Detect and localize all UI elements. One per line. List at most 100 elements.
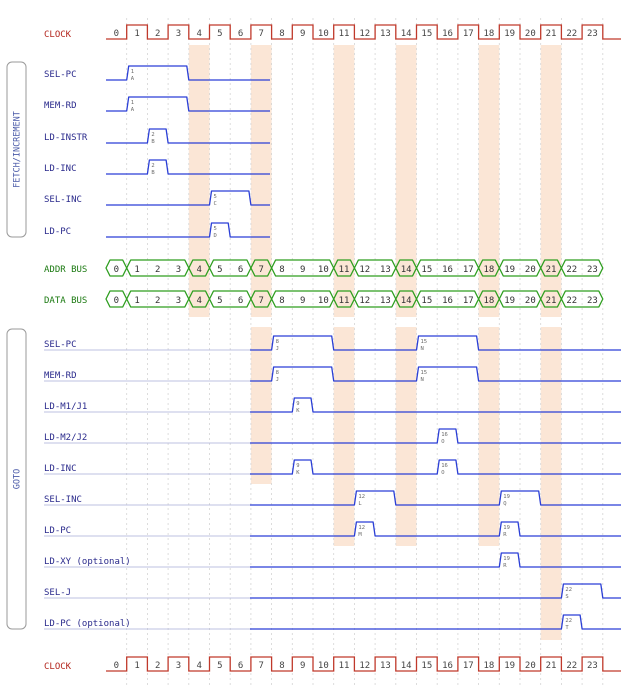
signal-label: LD-INC xyxy=(44,464,77,474)
bus-segment xyxy=(560,290,604,308)
clock-tick-label: 8 xyxy=(279,661,284,671)
bus-cycle-label: 15 xyxy=(421,265,432,275)
bus-cycle-label: 16 xyxy=(442,296,453,306)
signal-waveform xyxy=(106,159,270,175)
clock-tick-label: 12 xyxy=(359,661,370,671)
bus-cycle-label: 5 xyxy=(217,296,222,306)
signal-row: SEL-J 22S xyxy=(44,583,621,600)
pulse-code-annotation: J xyxy=(276,377,279,383)
signal-waveform xyxy=(106,190,270,206)
clock-row-top: CLOCK 0 1 2 3 4 5 6 7 8 9 10 11 12 13 14 15 16 17 18 19 20 21 2… xyxy=(44,24,621,40)
clock-tick-label: 15 xyxy=(421,661,432,671)
bus-cycle-label: 8 xyxy=(279,265,284,275)
clock-tick-label: 18 xyxy=(484,661,495,671)
pulse-code-annotation: B xyxy=(151,139,155,145)
signal-row: LD-PC 12M 19R xyxy=(44,521,621,538)
signal-row: LD-PC (optional) 22T xyxy=(44,614,621,631)
clock-tick-label: 22 xyxy=(566,29,577,39)
clock-row-bottom: CLOCK 0 1 2 3 4 5 6 7 8 9 10 11 12 13 14 15 16 17 18 19 20 21 2… xyxy=(44,656,621,672)
bus-cycle-label: 19 xyxy=(504,296,515,306)
highlight-column xyxy=(478,327,500,546)
bus-cycle-label: 11 xyxy=(339,296,350,306)
signal-label: SEL-J xyxy=(44,588,71,598)
bus-label: ADDR BUS xyxy=(44,265,87,275)
signal-label: LD-PC xyxy=(44,526,71,536)
clock-tick-label: 11 xyxy=(339,29,350,39)
clock-tick-label: 3 xyxy=(176,661,181,671)
clock-tick-label: 6 xyxy=(238,29,243,39)
bus-label: DATA BUS xyxy=(44,296,87,306)
pulse-step-annotation: 2 xyxy=(151,132,154,138)
bus-cycle-label: 20 xyxy=(525,265,536,275)
signal-label: SEL-PC xyxy=(44,70,77,80)
signal-waveform xyxy=(106,96,270,112)
pulse-step-annotation: 5 xyxy=(214,226,217,232)
bus-cycle-label: 19 xyxy=(504,265,515,275)
signal-row: LD-INC 2B xyxy=(44,159,270,176)
highlight-column xyxy=(188,45,210,317)
bus-cycle-label: 1 xyxy=(134,265,139,275)
signal-label: SEL-INC xyxy=(44,495,82,505)
highlight-column xyxy=(540,45,562,317)
bus-cycle-label: 23 xyxy=(587,296,598,306)
clock-tick-label: 3 xyxy=(176,29,181,39)
bus-cycle-label: 1 xyxy=(134,296,139,306)
pulse-step-annotation: 19 xyxy=(503,525,510,531)
pulse-code-annotation: A xyxy=(131,76,135,82)
signal-waveform xyxy=(106,222,270,238)
pulse-code-annotation: L xyxy=(358,501,362,507)
clock-tick-label: 1 xyxy=(134,29,139,39)
clock-tick-label: 12 xyxy=(359,29,370,39)
clock-tick-label: 13 xyxy=(380,661,391,671)
clock-tick-label: 14 xyxy=(401,661,412,671)
pulse-code-annotation: O xyxy=(441,439,444,445)
clock-tick-label: 4 xyxy=(196,661,201,671)
pulse-step-annotation: 22 xyxy=(565,587,572,593)
signal-waveform xyxy=(250,428,621,444)
signal-waveform xyxy=(250,583,621,599)
pulse-code-annotation: N xyxy=(421,346,424,352)
pulse-step-annotation: 12 xyxy=(358,525,365,531)
bus-cycle-label: 3 xyxy=(176,265,181,275)
clock-rows: CLOCK 0 1 2 3 4 5 6 7 8 9 10 11 12 13 14 15 16 17 18 19 20 21 2… xyxy=(44,24,621,672)
pulse-code-annotation: J xyxy=(276,346,279,352)
bus-cycle-label: 12 xyxy=(359,296,370,306)
bus-cycle-label: 7 xyxy=(259,265,264,275)
bus-cycle-label: 14 xyxy=(401,296,412,306)
bus-cycle-label: 22 xyxy=(566,265,577,275)
signal-label: LD-INSTR xyxy=(44,133,88,143)
clock-tick-label: 20 xyxy=(525,29,536,39)
clock-waveform xyxy=(106,656,621,672)
group-label: FETCH/INCREMENT xyxy=(13,111,23,188)
signal-row: LD-INSTR 2B xyxy=(44,128,270,145)
bus-segment xyxy=(560,259,604,277)
highlight-column xyxy=(250,45,272,317)
clock-tick-label: 0 xyxy=(114,29,119,39)
clock-tick-label: 20 xyxy=(525,661,536,671)
bus-cycle-label: 18 xyxy=(484,296,495,306)
clock-tick-label: 16 xyxy=(442,661,453,671)
bus-cycle-label: 23 xyxy=(587,265,598,275)
clock-tick-label: 0 xyxy=(114,661,119,671)
bus-cycle-label: 12 xyxy=(359,265,370,275)
clock-waveform xyxy=(106,24,621,40)
clock-tick-label: 16 xyxy=(442,29,453,39)
signal-row: MEM-RD 1A xyxy=(44,96,270,113)
pulse-step-annotation: 16 xyxy=(441,463,448,469)
pulse-code-annotation: K xyxy=(296,408,300,414)
signal-label: LD-PC xyxy=(44,227,71,237)
clock-tick-label: 10 xyxy=(318,661,329,671)
signal-label: LD-PC (optional) xyxy=(44,619,131,629)
bus-cycle-label: 3 xyxy=(176,296,181,306)
highlight-column xyxy=(395,45,417,317)
signal-row: LD-M2/J2 16O xyxy=(44,428,621,445)
signal-label: LD-M1/J1 xyxy=(44,402,87,412)
bus-cycle-label: 5 xyxy=(217,265,222,275)
signal-waveform xyxy=(106,65,270,81)
bus-cycle-label: 13 xyxy=(380,296,391,306)
clock-tick-label: 7 xyxy=(259,661,264,671)
signal-waveform xyxy=(250,552,621,568)
signal-waveform xyxy=(250,459,621,475)
clock-tick-label: 10 xyxy=(318,29,329,39)
clock-tick-label: 22 xyxy=(566,661,577,671)
